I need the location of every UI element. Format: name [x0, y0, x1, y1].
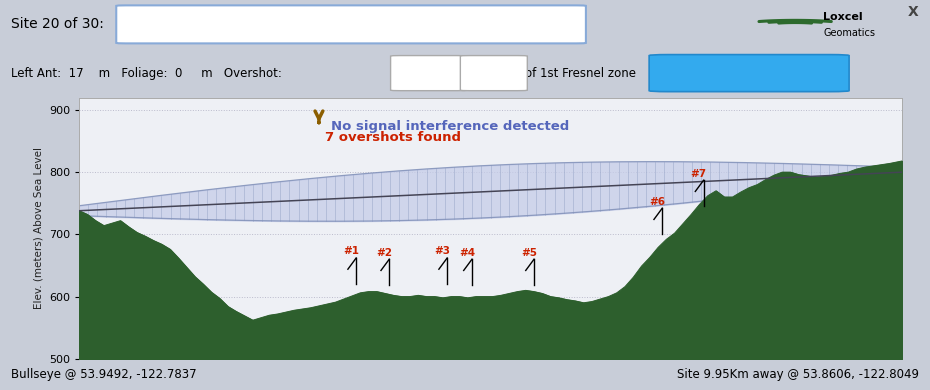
Text: #2: #2 — [377, 248, 392, 257]
Text: #7: #7 — [691, 168, 707, 179]
Text: 7 overshots found: 7 overshots found — [326, 131, 461, 144]
Text: Wide: Wide — [413, 66, 443, 79]
FancyBboxPatch shape — [116, 5, 586, 43]
Text: 100%: 100% — [478, 66, 512, 79]
Y-axis label: Elev. (meters) Above Sea Level: Elev. (meters) Above Sea Level — [33, 147, 44, 309]
Text: ▴
▾: ▴ ▾ — [512, 66, 516, 79]
Text: #4: #4 — [458, 248, 475, 257]
FancyBboxPatch shape — [460, 55, 527, 91]
Text: Site 20 of 30:: Site 20 of 30: — [11, 18, 104, 31]
Text: Site 9.95Km away @ 53.8606, -122.8049: Site 9.95Km away @ 53.8606, -122.8049 — [677, 368, 919, 381]
Text: Loxcel: Loxcel — [823, 12, 863, 21]
Text: #3: #3 — [434, 246, 450, 256]
Text: #1: #1 — [343, 246, 359, 256]
Text: Bullseye @ 53.9492, -122.7837: Bullseye @ 53.9492, -122.7837 — [11, 368, 197, 381]
Text: Left Ant:  17    m   Foliage:  0     m   Overshot:: Left Ant: 17 m Foliage: 0 m Overshot: — [11, 67, 282, 80]
Text: X: X — [908, 5, 919, 19]
Text: ▾: ▾ — [453, 67, 458, 77]
Text: #5: #5 — [521, 248, 537, 257]
FancyBboxPatch shape — [391, 55, 467, 91]
Text: of 1st Fresnel zone: of 1st Fresnel zone — [525, 67, 636, 80]
Text: #6: #6 — [649, 197, 665, 207]
Text: Geomatics: Geomatics — [823, 28, 875, 38]
Text: 9.95Km @ 188°:  3792 Konrath Rd: 9.95Km @ 188°: 3792 Konrath Rd — [138, 17, 367, 30]
Text: No signal interference detected: No signal interference detected — [331, 120, 569, 133]
Text: ▾: ▾ — [571, 18, 577, 28]
Text: Export 3-D Fresnel Zone: Export 3-D Fresnel Zone — [674, 67, 825, 77]
FancyBboxPatch shape — [649, 55, 849, 92]
